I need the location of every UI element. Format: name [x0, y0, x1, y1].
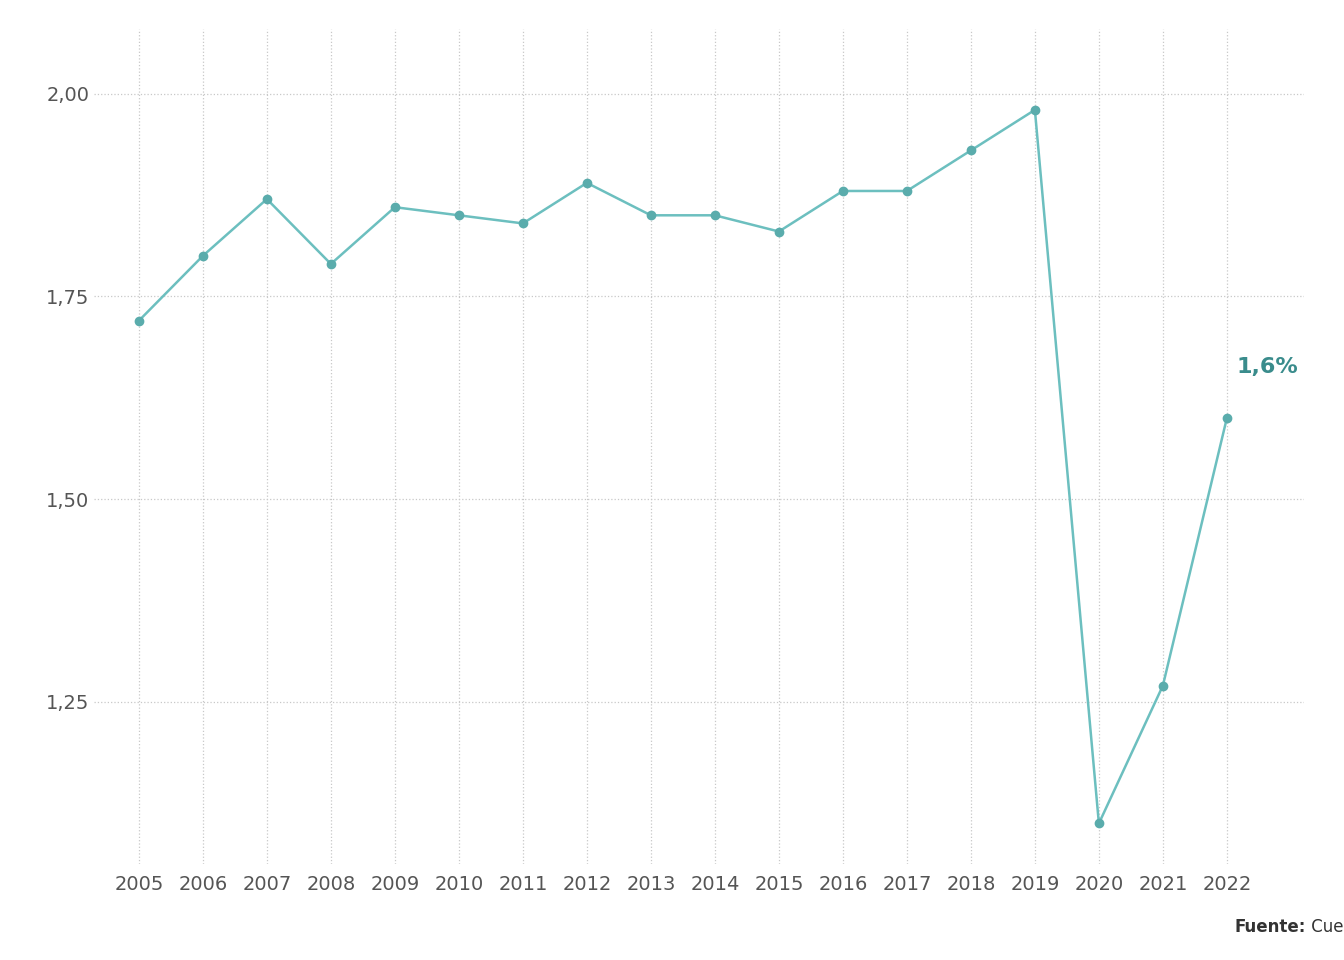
Text: Cuentas Nacionales (INDEC).: Cuentas Nacionales (INDEC). — [1306, 918, 1344, 936]
Text: Fuente:: Fuente: — [1235, 918, 1306, 936]
Text: 1,6%: 1,6% — [1236, 357, 1298, 377]
